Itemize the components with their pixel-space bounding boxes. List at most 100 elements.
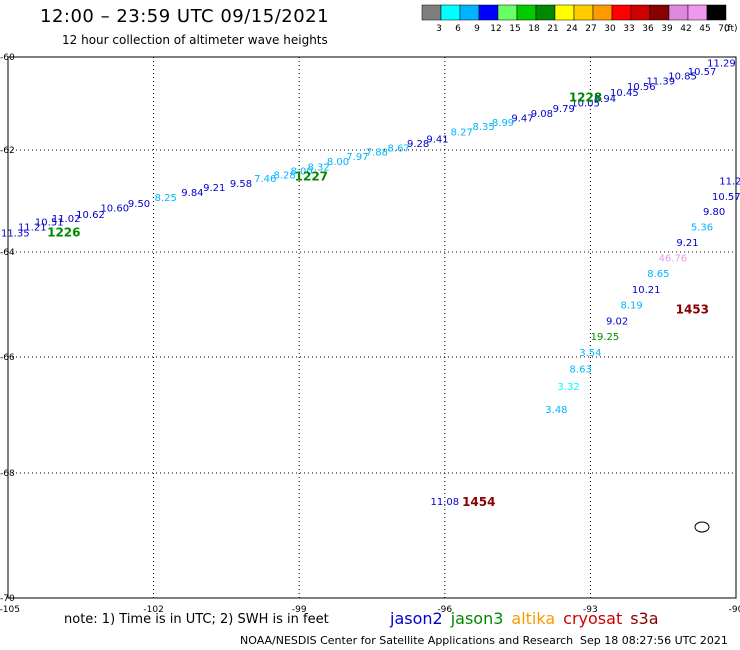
wave-height-value: 8.35	[472, 122, 494, 133]
legend-unit: (ft)	[724, 24, 738, 34]
x-tick-label: -93	[583, 605, 598, 615]
satellite-name-jason2: jason2	[390, 609, 443, 628]
wave-height-value: 8.32	[307, 162, 329, 173]
footnote: note: 1) Time is in UTC; 2) SWH is in fe…	[64, 612, 329, 627]
x-tick-label: -99	[292, 605, 307, 615]
color-legend: 3 6 9 12 15 18 21 24 27 30 33 36 39 42 45 70(ft)	[421, 4, 738, 34]
legend-label: 15	[509, 24, 520, 34]
wave-height-value: 10.05	[571, 99, 600, 110]
x-tick-label: -96	[437, 605, 452, 615]
legend-label: 33	[623, 24, 634, 34]
wave-height-value: 9.79	[553, 104, 575, 115]
wave-height-value: 5.36	[691, 223, 713, 234]
wave-height-value: 3.48	[545, 405, 567, 416]
wave-height-value: 9.21	[676, 238, 698, 249]
wave-height-value: 10.60	[100, 204, 129, 215]
wave-height-value: 8.25	[155, 193, 177, 204]
legend-label: 45	[699, 24, 710, 34]
wave-height-value: 9.47	[511, 113, 533, 124]
legend-label: 21	[547, 24, 558, 34]
wave-height-value: 11.21	[18, 223, 47, 234]
plot-frame	[7, 56, 737, 599]
wave-height-value: 10.57	[688, 67, 717, 78]
legend-label: 3	[436, 24, 442, 34]
wave-height-value: 8.27	[451, 127, 473, 138]
satellite-legend: jason2 jason3 altika cryosat s3a	[390, 609, 667, 628]
island-outline	[694, 521, 710, 533]
wave-height-value: 11.08	[430, 497, 459, 508]
y-tick-label: -64	[0, 248, 15, 258]
wave-height-value: 10.62	[76, 210, 105, 221]
legend-label: 70	[718, 24, 730, 34]
wave-height-value: 9.84	[181, 188, 203, 199]
y-tick-label: -60	[0, 53, 15, 63]
track-time-label: 1453	[676, 303, 709, 317]
timestamp: Sep 18 08:27:56 UTC 2021	[580, 634, 728, 647]
wave-height-value: 46.76	[659, 253, 688, 264]
wave-height-value: 8.00	[290, 166, 312, 177]
wave-height-value: 7.88	[366, 148, 388, 159]
wave-height-value: 10.51	[35, 217, 64, 228]
wave-height-value: 8.65	[647, 269, 669, 280]
y-tick-label: -66	[0, 353, 15, 363]
y-tick-label: -62	[0, 146, 15, 156]
y-tick-label: -70	[0, 594, 15, 604]
satellite-name-altika: altika	[511, 609, 556, 628]
track-time-label: 1454	[462, 495, 495, 509]
wave-height-value: 9.80	[703, 207, 725, 218]
legend-label: 27	[585, 24, 596, 34]
wave-height-value: 9.08	[531, 109, 553, 120]
track-time-label: 1226	[47, 226, 80, 240]
wave-height-value: 9.28	[407, 139, 429, 150]
legend-swatch	[706, 4, 727, 21]
wave-height-value: 9.21	[203, 183, 225, 194]
wave-height-value: 10.57	[712, 192, 740, 203]
wave-height-value: 9.02	[606, 316, 628, 327]
legend-label: 30	[604, 24, 616, 34]
legend-label: 9	[474, 24, 480, 34]
credit-line: NOAA/NESDIS Center for Satellite Applica…	[240, 634, 574, 647]
satellite-name-cryosat: cryosat	[563, 609, 623, 628]
wave-height-value: 9.41	[426, 134, 448, 145]
wave-height-value: 8.94	[594, 94, 616, 105]
legend-label: 18	[528, 24, 540, 34]
x-tick-label: -105	[0, 605, 20, 615]
wave-height-value: 8.67	[388, 144, 410, 155]
wave-height-value: 7.46	[254, 174, 276, 185]
legend-label: 6	[455, 24, 461, 34]
legend-label: 42	[680, 24, 691, 34]
track-time-label: 1228	[569, 91, 602, 105]
x-tick-label: -102	[143, 605, 163, 615]
wave-height-value: 9.58	[230, 179, 252, 190]
wave-height-value: 11.26	[719, 177, 740, 188]
satellite-name-jason3: jason3	[450, 609, 504, 628]
x-tick-label: -90	[729, 605, 740, 615]
legend-label: 39	[661, 24, 673, 34]
wave-height-value: 11.02	[52, 214, 81, 225]
wave-height-value: 7.97	[346, 152, 368, 163]
wave-height-value: 8.28	[274, 170, 296, 181]
wave-height-value: 10.45	[610, 88, 639, 99]
legend-label: 36	[642, 24, 654, 34]
wave-height-value: 8.99	[492, 118, 514, 129]
wave-height-value: 8.19	[621, 301, 643, 312]
wave-height-value: 3.32	[557, 382, 579, 393]
wave-height-value: 11.29	[707, 59, 736, 70]
satellite-name-s3a: s3a	[630, 609, 659, 628]
wave-height-value: 9.50	[128, 199, 150, 210]
wave-height-value: 11.35	[1, 229, 30, 240]
chart-subtitle: 12 hour collection of altimeter wave hei…	[62, 33, 328, 47]
wave-height-value: 3.54	[579, 348, 601, 359]
wave-height-value: 10.21	[632, 285, 661, 296]
chart-title: 12:00 – 23:59 UTC 09/15/2021	[40, 6, 330, 27]
track-time-label: 1227	[295, 170, 328, 184]
wave-height-value: 11.39	[646, 76, 675, 87]
wave-height-value: 19.25	[591, 332, 620, 343]
legend-label: 12	[490, 24, 501, 34]
wave-height-value: 8.63	[570, 365, 592, 376]
wave-height-value: 8.00	[327, 157, 349, 168]
legend-label: 24	[566, 24, 578, 34]
y-tick-label: -68	[0, 469, 15, 479]
wave-height-value: 10.85	[668, 72, 697, 83]
